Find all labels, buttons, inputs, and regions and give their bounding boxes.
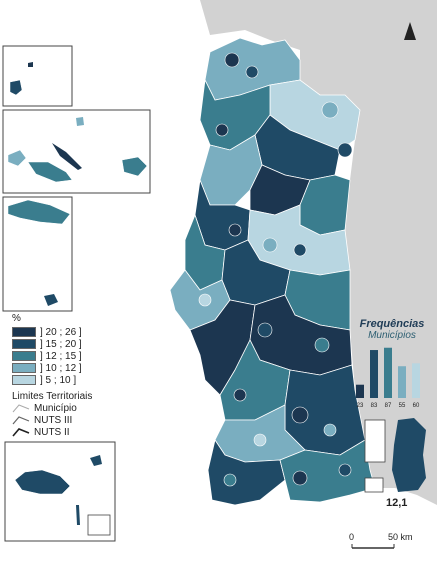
municipality-mark: [215, 123, 229, 137]
mini-portugal-shape: [392, 418, 426, 492]
municipality-mark: [253, 433, 267, 447]
legend-limit-municipio: Município: [12, 402, 92, 414]
legend-class-label: ] 20 ; 26 ]: [40, 326, 82, 338]
mainland-portugal: [169, 37, 376, 506]
legend-class-label: ] 12 ; 15 ]: [40, 350, 82, 362]
national-value: 12,1: [386, 497, 408, 509]
frequency-bar-label: 87: [385, 403, 392, 409]
legend-class-row: ] 15 ; 20 ]: [12, 338, 92, 350]
municipality-mark: [338, 463, 352, 477]
sea-south: [330, 505, 437, 563]
scale-end-label: 50 km: [388, 532, 413, 542]
legend-class-row: ] 12 ; 15 ]: [12, 350, 92, 362]
inset-selvagens-box: [87, 514, 111, 536]
frequency-title: Frequências: [359, 318, 425, 330]
island-faial: [7, 149, 27, 167]
municipality-mark: [224, 52, 240, 68]
island-santa-maria: [44, 294, 58, 306]
frequency-subtitle: Municípios: [368, 330, 416, 341]
municipality-mark: [228, 223, 242, 237]
legend-limits-title: Limites Territoriais: [12, 391, 93, 402]
legend-class-swatch: [12, 375, 36, 385]
mini-azores-frame: [364, 419, 386, 463]
frequency-bar: [384, 347, 392, 398]
legend-limit-nuts3: NUTS III: [12, 414, 92, 426]
island-desertas: [76, 505, 80, 525]
north-arrow-icon: [404, 22, 416, 40]
frequency-bar-label: 60: [413, 403, 420, 409]
frequency-bar-label: 23: [357, 403, 364, 409]
municipality-mark: [291, 406, 309, 424]
legend-class-swatch: [12, 339, 36, 349]
municipality-mark: [198, 293, 212, 307]
island-graciosa: [76, 117, 84, 126]
municipality-mark: [245, 65, 259, 79]
municipality-mark: [321, 101, 339, 119]
legend-limit-nuts2: NUTS II: [12, 426, 92, 438]
island-pico: [27, 161, 73, 183]
legend-class-row: ] 10 ; 12 ]: [12, 362, 92, 374]
legend-title: %: [12, 313, 21, 324]
frequency-bar-label: 55: [399, 403, 406, 409]
mini-madeira-frame: [364, 477, 384, 493]
legend-class-row: ] 20 ; 26 ]: [12, 326, 92, 338]
frequency-chart: 23 83 87 55 60: [356, 347, 420, 409]
legend-class-label: ] 5 ; 10 ]: [40, 374, 77, 386]
municipality-mark: [257, 322, 273, 338]
legend-class-list: ] 20 ; 26 ]] 15 ; 20 ]] 12 ; 15 ]] 10 ; …: [12, 326, 92, 386]
frequency-bar-label: 83: [371, 403, 378, 409]
island-corvo: [28, 62, 33, 67]
municipality-mark: [314, 337, 330, 353]
frequency-bar: [370, 350, 378, 398]
island-flores: [9, 79, 23, 96]
map-legend: % ] 20 ; 26 ]] 15 ; 20 ]] 12 ; 15 ]] 10 …: [12, 313, 92, 438]
legend-limit-label: Município: [34, 402, 77, 414]
legend-class-swatch: [12, 327, 36, 337]
nuts3-line-icon: [12, 416, 30, 425]
legend-class-label: ] 10 ; 12 ]: [40, 362, 82, 374]
legend-class-swatch: [12, 351, 36, 361]
municipality-mark: [223, 473, 237, 487]
legend-class-row: ] 5 ; 10 ]: [12, 374, 92, 386]
municipality-mark: [293, 243, 307, 257]
legend-class-swatch: [12, 363, 36, 373]
inset-azores-central-frame: [2, 109, 151, 194]
inset-azores-west-frame: [2, 45, 73, 107]
municipality-mark: [233, 388, 247, 402]
island-porto-santo: [90, 455, 102, 466]
frequency-bar: [356, 384, 364, 398]
municipality-mark: [323, 423, 337, 437]
municipality-mark: [292, 470, 308, 486]
municipality-mark: [262, 237, 278, 253]
island-madeira: [14, 469, 71, 495]
legend-limit-label: NUTS III: [34, 414, 73, 426]
scale-start-label: 0: [349, 532, 355, 542]
legend-class-label: ] 15 ; 20 ]: [40, 338, 82, 350]
island-sao-miguel: [7, 199, 71, 225]
municipality-accents: [198, 52, 353, 487]
nuts2-line-icon: [12, 428, 30, 437]
frequency-bar: [398, 366, 406, 398]
municipality-mark: [337, 142, 353, 158]
municipio-line-icon: [12, 404, 30, 413]
frequency-panel: Frequências Municípios: [352, 318, 432, 341]
region-algarve-west: [207, 439, 286, 506]
island-terceira-sjorge: [52, 143, 82, 170]
legend-limit-label: NUTS II: [34, 426, 70, 438]
island-terceira: [121, 156, 148, 177]
frequency-bar: [412, 363, 420, 398]
